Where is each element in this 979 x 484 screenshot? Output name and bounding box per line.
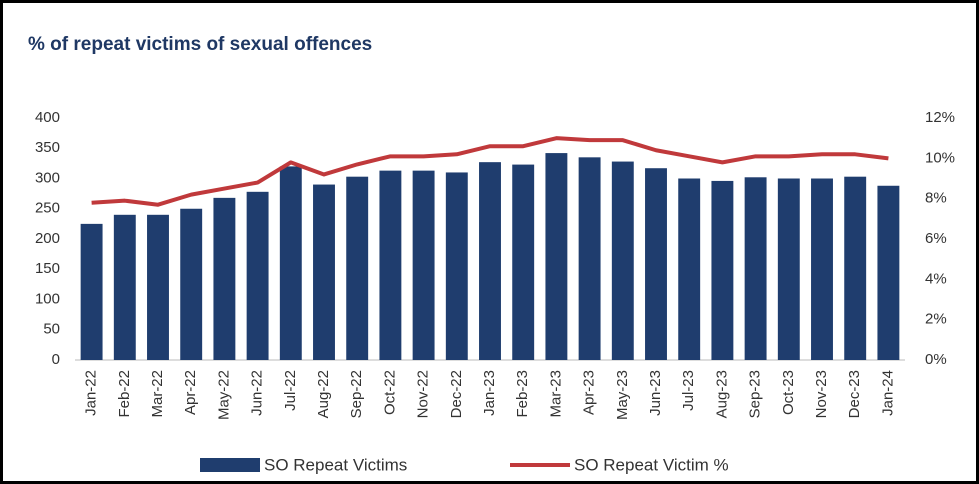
legend-label: SO Repeat Victims xyxy=(264,455,407,474)
x-tick-label: May-22 xyxy=(215,370,232,420)
x-tick-label: Dec-23 xyxy=(846,370,863,418)
bar xyxy=(147,214,169,360)
legend-swatch xyxy=(200,458,260,472)
line xyxy=(91,136,889,207)
y-tick-label: 100 xyxy=(35,290,60,307)
x-tick-label: Nov-23 xyxy=(813,370,830,418)
chart-title: % of repeat victims of sexual offences xyxy=(28,34,372,55)
bar xyxy=(246,191,269,360)
y2-tick-label: 8% xyxy=(925,190,947,207)
y-tick-label: 250 xyxy=(35,200,60,217)
x-tick-label: Sep-23 xyxy=(747,370,764,418)
bar xyxy=(213,197,236,360)
bar xyxy=(512,164,535,360)
bar xyxy=(877,185,900,360)
x-tick-label: Jun-22 xyxy=(249,370,266,416)
y2-tick-label: 0% xyxy=(925,351,947,368)
y-tick-label: 300 xyxy=(35,169,60,186)
x-tick-label: Apr-22 xyxy=(182,370,199,415)
bar xyxy=(313,184,335,360)
y2-tick-label: 2% xyxy=(925,311,947,328)
y-tick-label: 200 xyxy=(35,230,60,247)
y-tick-label: 400 xyxy=(35,109,60,126)
y-tick-label: 0 xyxy=(52,351,60,368)
bar xyxy=(844,176,867,360)
bar xyxy=(379,170,402,360)
x-tick-label: Nov-22 xyxy=(415,370,432,418)
y-tick-label: 50 xyxy=(43,321,60,338)
x-tick-label: Aug-23 xyxy=(713,370,730,418)
bar xyxy=(678,178,701,360)
y2-tick-label: 4% xyxy=(925,270,947,287)
y-tick-label: 150 xyxy=(35,260,60,277)
x-tick-label: Apr-23 xyxy=(581,370,598,415)
x-tick-label: Feb-22 xyxy=(116,370,133,418)
x-tick-label: Jul-22 xyxy=(282,370,299,411)
x-tick-label: Jan-24 xyxy=(879,370,896,416)
bar xyxy=(811,178,833,360)
x-tick-label: Jan-22 xyxy=(83,370,100,416)
x-tick-label: Jun-23 xyxy=(647,370,664,416)
bar xyxy=(611,161,634,360)
y-tick-label: 350 xyxy=(35,139,60,156)
bar xyxy=(113,214,136,360)
bar xyxy=(479,162,501,360)
bar xyxy=(545,153,568,360)
bar xyxy=(346,176,369,360)
x-tick-label: Feb-23 xyxy=(514,370,531,418)
x-tick-label: Dec-22 xyxy=(448,370,465,418)
x-tick-label: May-23 xyxy=(614,370,631,420)
y2-tick-label: 10% xyxy=(925,149,955,166)
x-tick-label: Oct-23 xyxy=(780,370,797,415)
x-tick-label: Mar-23 xyxy=(547,370,564,418)
bar xyxy=(412,170,435,360)
bar xyxy=(645,168,667,360)
x-tick-label: Sep-22 xyxy=(348,370,365,418)
x-tick-label: Jan-23 xyxy=(481,370,498,416)
bar xyxy=(744,177,767,360)
y2-tick-label: 12% xyxy=(925,109,955,126)
bar xyxy=(777,178,800,360)
y2-tick-label: 6% xyxy=(925,230,947,247)
x-tick-label: Oct-22 xyxy=(381,370,398,415)
x-tick-label: Aug-22 xyxy=(315,370,332,418)
bar xyxy=(180,208,203,360)
bar xyxy=(279,166,302,360)
x-tick-label: Mar-22 xyxy=(149,370,166,418)
x-tick-label: Jul-23 xyxy=(680,370,697,411)
bar xyxy=(445,172,468,360)
bar xyxy=(80,223,103,360)
legend-label: SO Repeat Victim % xyxy=(574,455,729,474)
bar xyxy=(711,180,734,360)
bar xyxy=(578,157,601,360)
